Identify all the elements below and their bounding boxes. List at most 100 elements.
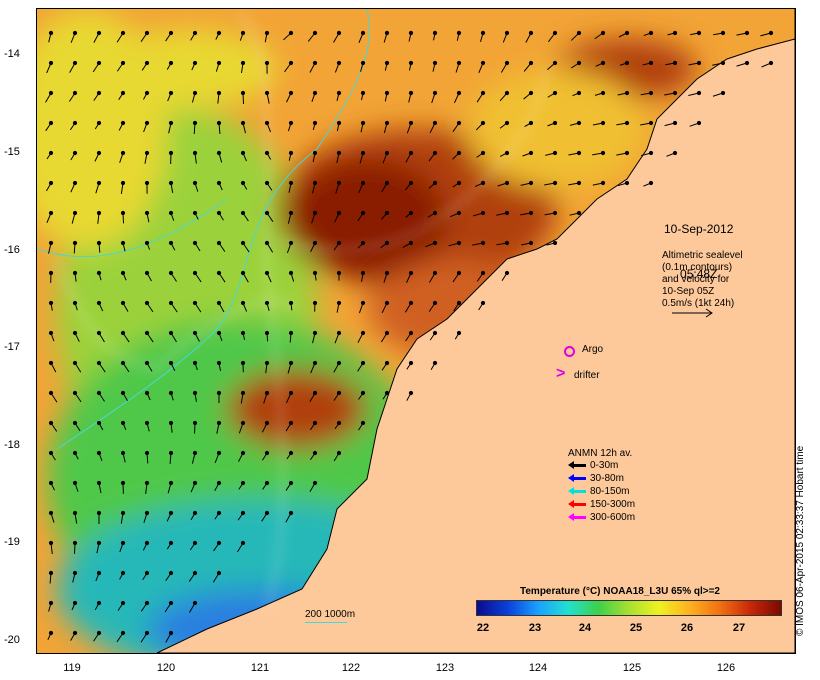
- velocity-arrow-tail: [312, 150, 318, 156]
- velocity-arrow-tail: [240, 30, 246, 36]
- velocity-arrow-tail: [552, 90, 558, 96]
- velocity-arrow-tail: [240, 120, 246, 126]
- velocity-arrow-tail: [312, 330, 318, 336]
- velocity-arrow-tail: [168, 420, 174, 426]
- velocity-arrow-tail: [648, 60, 654, 66]
- colorbar-tick: 22: [476, 622, 490, 634]
- velocity-arrow-tail: [48, 420, 54, 426]
- velocity-arrow-tail: [432, 210, 438, 216]
- velocity-arrow-tail: [72, 570, 78, 576]
- velocity-arrow-tail: [600, 120, 606, 126]
- velocity-arrow-tail: [48, 150, 54, 156]
- velocity-arrow-tail: [528, 240, 534, 246]
- velocity-arrow-tail: [72, 150, 78, 156]
- velocity-arrow-tail: [552, 150, 558, 156]
- velocity-arrow-tail: [72, 180, 78, 186]
- velocity-arrow-tail: [216, 120, 222, 126]
- velocity-arrow-tail: [168, 600, 174, 606]
- velocity-arrow-tail: [552, 60, 558, 66]
- velocity-arrow-tail: [48, 330, 54, 336]
- velocity-arrow-tail: [216, 330, 222, 336]
- argo-label: Argo: [582, 344, 604, 355]
- velocity-arrow-tail: [264, 510, 270, 516]
- velocity-arrow-tail: [72, 60, 78, 66]
- lon-tick: 123: [435, 662, 455, 674]
- velocity-arrow-tail: [288, 270, 294, 276]
- velocity-arrow-tail: [600, 150, 606, 156]
- velocity-arrow-tail: [432, 360, 438, 366]
- velocity-arrow-tail: [288, 330, 294, 336]
- velocity-arrow-tail: [720, 90, 726, 96]
- velocity-arrow-tail: [552, 240, 558, 246]
- velocity-arrow-tail: [192, 120, 198, 126]
- velocity-arrow-tail: [48, 300, 54, 306]
- velocity-arrow-tail: [96, 360, 102, 366]
- velocity-arrow-tail: [672, 60, 678, 66]
- velocity-arrow-tail: [648, 150, 654, 156]
- velocity-arrow-tail: [48, 390, 54, 396]
- velocity-arrow-tail: [192, 360, 198, 366]
- velocity-arrow-tail: [600, 60, 606, 66]
- velocity-arrow-tail: [312, 450, 318, 456]
- velocity-arrow-tail: [192, 600, 198, 606]
- velocity-arrow-tail: [672, 90, 678, 96]
- velocity-arrow-tail: [384, 240, 390, 246]
- velocity-arrow-tail: [48, 480, 54, 486]
- velocity-arrow-tail: [144, 480, 150, 486]
- arrow-icon: [568, 500, 586, 508]
- velocity-arrow-tail: [72, 510, 78, 516]
- velocity-arrow-tail: [216, 240, 222, 246]
- velocity-arrow-tail: [456, 90, 462, 96]
- velocity-arrow-tail: [480, 210, 486, 216]
- velocity-arrow-tail: [672, 120, 678, 126]
- velocity-arrow-tail: [48, 60, 54, 66]
- velocity-arrow-tail: [144, 30, 150, 36]
- velocity-arrow-tail: [432, 240, 438, 246]
- velocity-arrow-tail: [408, 390, 414, 396]
- velocity-arrow-tail: [552, 180, 558, 186]
- velocity-arrow-tail: [240, 210, 246, 216]
- velocity-arrow-tail: [96, 240, 102, 246]
- velocity-arrow-tail: [360, 270, 366, 276]
- velocity-arrow-tail: [96, 60, 102, 66]
- velocity-arrow-tail: [384, 270, 390, 276]
- legend-item-label: 30-80m: [590, 473, 624, 484]
- velocity-arrow-tail: [408, 180, 414, 186]
- velocity-arrow-tail: [624, 180, 630, 186]
- lat-tick: -19: [4, 536, 20, 548]
- velocity-arrow-tail: [96, 150, 102, 156]
- legend-item-label: 300-600m: [590, 512, 636, 523]
- velocity-arrow-tail: [624, 120, 630, 126]
- velocity-arrow-tail: [384, 300, 390, 306]
- velocity-arrow-tail: [288, 150, 294, 156]
- velocity-arrow-tail: [384, 150, 390, 156]
- velocity-arrow-tail: [48, 510, 54, 516]
- velocity-arrow-tail: [600, 30, 606, 36]
- velocity-arrow-tail: [456, 300, 462, 306]
- velocity-arrow-tail: [240, 60, 246, 66]
- velocity-arrow-tail: [624, 30, 630, 36]
- velocity-arrow-tail: [432, 270, 438, 276]
- velocity-arrow-tail: [96, 480, 102, 486]
- sst-map-canvas: [37, 9, 795, 653]
- velocity-arrow-tail: [360, 300, 366, 306]
- velocity-arrow-tail: [48, 450, 54, 456]
- velocity-arrow-tail: [720, 30, 726, 36]
- velocity-arrow-tail: [288, 480, 294, 486]
- velocity-arrow-tail: [192, 420, 198, 426]
- velocity-arrow-tail: [288, 240, 294, 246]
- velocity-arrow-tail: [288, 360, 294, 366]
- legend-title: ANMN 12h av.: [568, 448, 633, 459]
- velocity-arrow-tail: [432, 300, 438, 306]
- velocity-arrow-tail: [312, 360, 318, 366]
- velocity-arrow-tail: [168, 330, 174, 336]
- velocity-arrow-tail: [240, 150, 246, 156]
- velocity-arrow-tail: [192, 270, 198, 276]
- velocity-arrow-tail: [48, 30, 54, 36]
- velocity-arrow-tail: [48, 360, 54, 366]
- velocity-arrow-tail: [168, 300, 174, 306]
- velocity-arrow-tail: [192, 390, 198, 396]
- velocity-arrow-tail: [432, 180, 438, 186]
- velocity-arrow-tail: [480, 270, 486, 276]
- velocity-arrow-tail: [96, 270, 102, 276]
